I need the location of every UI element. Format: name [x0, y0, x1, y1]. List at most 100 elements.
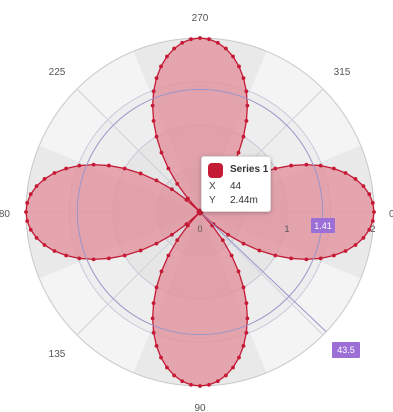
series-1-point[interactable]	[42, 243, 47, 247]
series-1-point[interactable]	[370, 201, 375, 205]
series-1-point[interactable]	[207, 37, 211, 42]
series-1-point[interactable]	[237, 355, 241, 360]
series-1-point[interactable]	[25, 201, 30, 205]
series-1-point[interactable]	[245, 103, 250, 108]
series-1-point[interactable]	[273, 166, 278, 171]
series-1-point[interactable]	[175, 238, 180, 243]
series-1-point[interactable]	[159, 150, 164, 155]
series-1-point[interactable]	[150, 316, 155, 321]
series-1-point[interactable]	[91, 257, 96, 262]
series-1-point[interactable]	[237, 64, 241, 69]
series-1-point[interactable]	[331, 166, 336, 171]
series-1-point[interactable]	[304, 257, 309, 262]
series-1-point[interactable]	[198, 384, 202, 388]
series-1-point[interactable]	[370, 219, 375, 223]
series-1-point[interactable]	[34, 184, 39, 189]
series-1-point[interactable]	[289, 163, 294, 168]
series-1-point[interactable]	[166, 253, 171, 258]
series-1-point[interactable]	[138, 171, 143, 176]
series-1-point[interactable]	[77, 163, 82, 168]
series-1-point[interactable]	[24, 210, 28, 214]
series-1-point[interactable]	[184, 222, 189, 227]
series-1-point[interactable]	[241, 285, 246, 290]
series-1-point[interactable]	[318, 256, 323, 261]
series-1-point[interactable]	[64, 166, 69, 171]
series-1-point[interactable]	[172, 373, 177, 378]
series-1-point[interactable]	[42, 177, 47, 181]
series-1-point[interactable]	[28, 227, 33, 232]
series-1-point[interactable]	[185, 196, 190, 201]
series-1-point[interactable]	[220, 238, 225, 243]
series-1-point[interactable]	[25, 219, 30, 223]
series-1-point[interactable]	[215, 40, 220, 45]
series-1-point[interactable]	[150, 103, 155, 108]
series-1-point[interactable]	[169, 187, 174, 192]
series-1-point[interactable]	[154, 76, 159, 81]
series-1-point[interactable]	[159, 269, 164, 274]
series-1-point[interactable]	[304, 162, 309, 167]
series-1-point[interactable]	[77, 256, 82, 261]
series-1-point[interactable]	[106, 256, 111, 261]
series-1-point[interactable]	[244, 89, 249, 94]
series-1-point[interactable]	[151, 118, 156, 123]
series-1-point[interactable]	[318, 163, 323, 168]
series-1-point[interactable]	[343, 249, 348, 253]
series-1-point[interactable]	[172, 46, 177, 51]
series-1-point[interactable]	[215, 379, 220, 384]
series-1-point[interactable]	[52, 171, 57, 175]
series-1-point[interactable]	[64, 253, 69, 258]
series-1-point[interactable]	[289, 256, 294, 261]
series-1-point[interactable]	[189, 37, 193, 42]
series-1-point[interactable]	[244, 330, 249, 335]
series-1-point[interactable]	[91, 162, 96, 167]
series-1-point[interactable]	[169, 232, 174, 237]
series-1-point[interactable]	[231, 54, 235, 59]
series-1-point[interactable]	[154, 241, 159, 246]
series-1-point[interactable]	[151, 301, 156, 306]
series-1-point[interactable]	[166, 166, 171, 171]
series-1-point[interactable]	[367, 227, 372, 232]
series-1-point[interactable]	[207, 382, 211, 387]
series-1-point[interactable]	[241, 134, 246, 139]
series-1-point[interactable]	[180, 40, 185, 45]
series-1-point[interactable]	[241, 241, 246, 246]
series-1-point[interactable]	[244, 301, 249, 306]
series-1-point[interactable]	[244, 118, 249, 123]
series-1-point[interactable]	[52, 249, 57, 253]
series-1-point[interactable]	[236, 269, 241, 274]
series-1-point[interactable]	[223, 46, 228, 51]
series-1-point[interactable]	[236, 150, 241, 155]
series-1-point[interactable]	[106, 163, 111, 168]
series-1-point[interactable]	[154, 343, 159, 348]
series-1-point[interactable]	[343, 171, 348, 175]
series-1-point[interactable]	[151, 89, 156, 94]
series-1-point[interactable]	[241, 343, 246, 348]
series-1-point[interactable]	[372, 210, 376, 214]
series-1-point[interactable]	[154, 134, 159, 139]
series-1-point[interactable]	[151, 330, 156, 335]
series-1-point[interactable]	[175, 181, 180, 186]
series-1-point[interactable]	[180, 379, 185, 384]
series-1-point[interactable]	[273, 253, 278, 258]
series-1-point[interactable]	[223, 373, 228, 378]
series-1-point[interactable]	[361, 184, 366, 189]
series-1-point[interactable]	[154, 285, 159, 290]
series-1-point[interactable]	[361, 235, 366, 240]
series-1-point[interactable]	[159, 64, 163, 69]
series-1-point[interactable]	[28, 192, 33, 197]
series-1-point[interactable]	[241, 76, 246, 81]
series-1-point[interactable]	[122, 253, 127, 258]
series-1-point[interactable]	[165, 54, 169, 59]
series-1-point[interactable]	[154, 178, 159, 183]
series-1-point[interactable]	[245, 316, 250, 321]
series-1-point[interactable]	[331, 253, 336, 258]
series-1-point[interactable]	[226, 232, 231, 237]
series-1-point[interactable]	[122, 166, 127, 171]
series-1-point[interactable]	[367, 192, 372, 197]
series-1-point[interactable]	[138, 248, 143, 253]
series-1-point[interactable]	[353, 177, 358, 181]
series-1-point[interactable]	[165, 365, 169, 370]
series-1-point[interactable]	[159, 355, 163, 360]
series-1-point[interactable]	[34, 235, 39, 240]
